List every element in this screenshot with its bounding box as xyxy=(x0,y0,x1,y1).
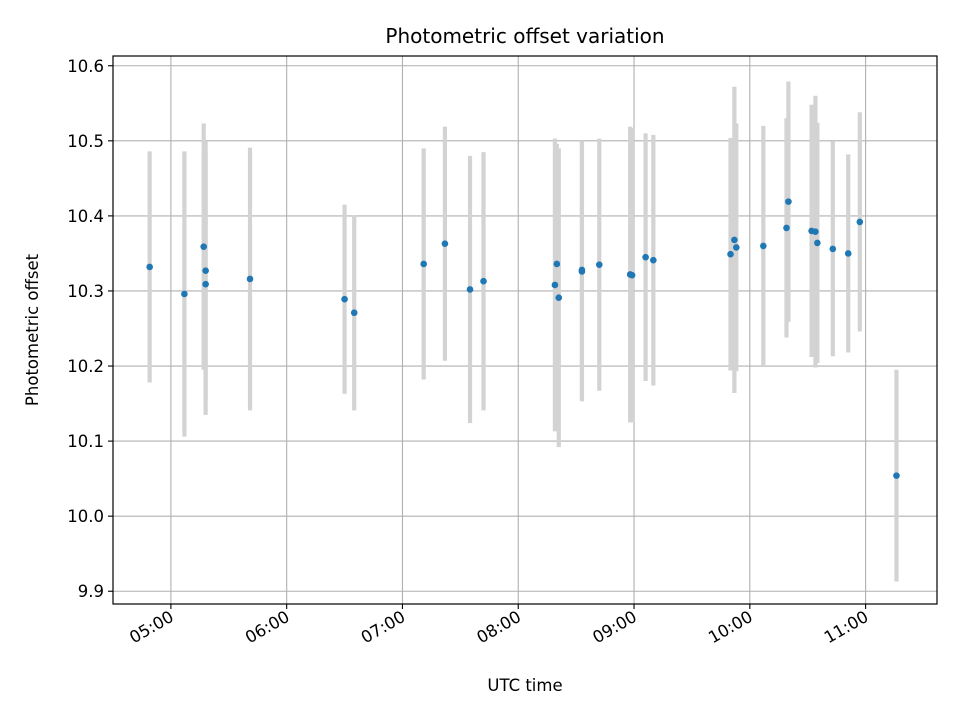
data-point xyxy=(181,290,188,298)
data-point xyxy=(812,228,819,235)
data-point xyxy=(246,275,254,283)
data-point xyxy=(727,250,734,258)
y-tick-label: 10.0 xyxy=(67,507,104,526)
y-axis-label: Photometric offset xyxy=(23,253,42,406)
data-point xyxy=(650,256,657,264)
data-point xyxy=(466,286,474,293)
data-point xyxy=(202,280,209,288)
y-tick-label: 9.9 xyxy=(78,582,104,601)
y-tick-label: 10.1 xyxy=(67,432,104,451)
y-tick-label: 10.4 xyxy=(67,207,104,226)
data-point xyxy=(829,245,837,253)
data-point xyxy=(856,218,864,226)
grid xyxy=(113,56,937,604)
data-point xyxy=(785,198,792,205)
plot-frame xyxy=(112,55,938,605)
data-point xyxy=(844,250,852,257)
data-point xyxy=(555,294,563,302)
data-point xyxy=(420,260,427,268)
data-point xyxy=(200,243,207,250)
data-point xyxy=(628,271,636,279)
y-axis-ticks: 9.9 10.0 10.1 10.2 10.3 10.4 10.5 10.6 xyxy=(67,57,113,601)
y-tick-label: 10.2 xyxy=(67,357,104,376)
data-point xyxy=(578,266,586,274)
y-tick-label: 10.3 xyxy=(67,282,104,301)
data-point xyxy=(893,472,900,479)
data-point xyxy=(783,224,790,232)
data-point xyxy=(350,309,358,317)
data-point xyxy=(731,236,738,244)
data-point xyxy=(642,253,649,261)
chart-title: Photometric offset variation xyxy=(385,24,664,48)
data-point xyxy=(480,277,487,285)
x-axis-label: UTC time xyxy=(487,676,562,695)
data-point xyxy=(733,244,740,251)
y-tick-label: 10.6 xyxy=(67,57,104,76)
data-point xyxy=(760,242,767,250)
data-point xyxy=(202,267,209,274)
data-point xyxy=(441,240,449,247)
data-point xyxy=(595,261,603,268)
data-point xyxy=(814,239,821,247)
y-tick-label: 10.5 xyxy=(67,132,104,151)
data-point xyxy=(551,281,559,289)
data-points xyxy=(146,198,900,479)
data-point xyxy=(553,260,561,268)
data-point xyxy=(146,263,153,271)
data-point xyxy=(341,295,348,303)
